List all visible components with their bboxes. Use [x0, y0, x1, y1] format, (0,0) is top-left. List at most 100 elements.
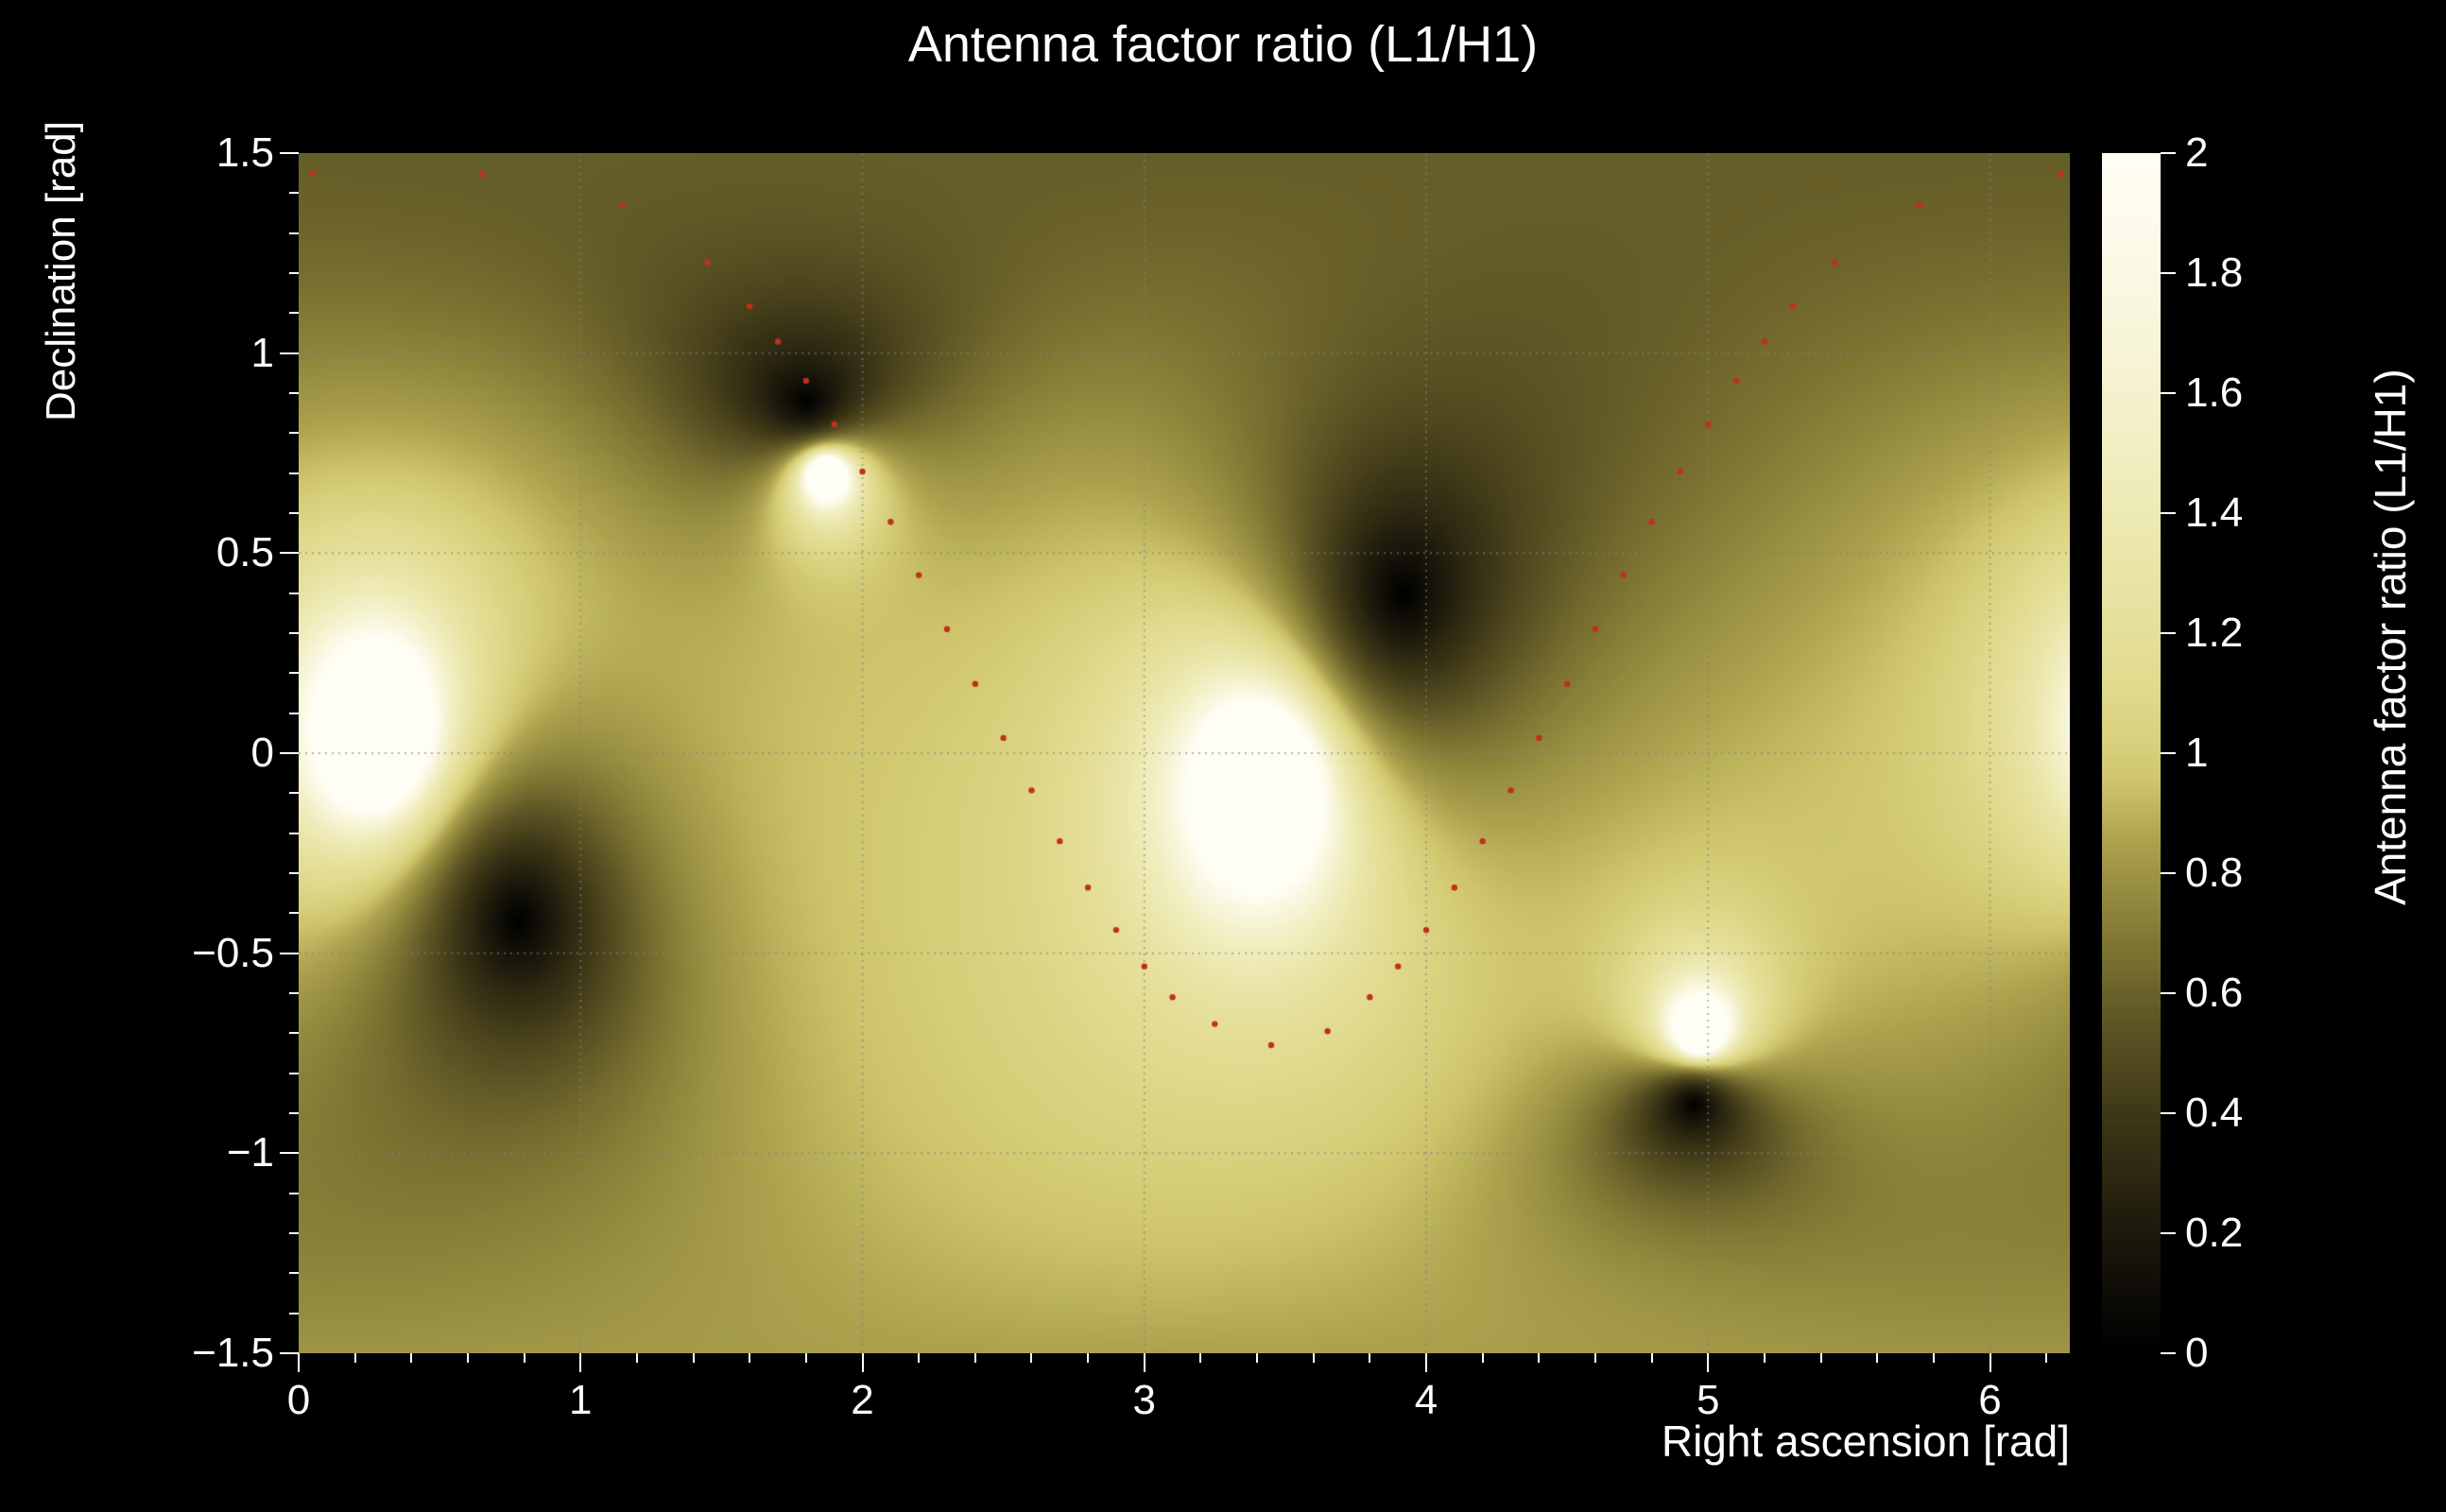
colorbar-major-tick	[2161, 272, 2176, 274]
y-minor-tick	[289, 1072, 299, 1074]
colorbar-tick-label: 0.4	[2185, 1090, 2244, 1136]
colorbar-major-tick	[2161, 152, 2176, 154]
x-minor-tick	[1538, 1353, 1541, 1363]
x-minor-tick	[410, 1353, 413, 1363]
x-minor-tick	[635, 1353, 638, 1363]
y-tick-label: 1.5	[215, 129, 274, 176]
y-major-tick	[280, 1352, 299, 1354]
y-tick-label: −0.5	[192, 929, 274, 976]
x-major-tick	[1989, 1353, 1991, 1372]
y-major-tick	[280, 352, 299, 354]
y-minor-tick	[289, 1312, 299, 1314]
colorbar-tick-label: 1.4	[2185, 490, 2244, 536]
x-tick-label: 1	[569, 1377, 593, 1423]
x-minor-tick	[1369, 1353, 1371, 1363]
y-minor-tick	[289, 792, 299, 795]
y-major-tick	[280, 952, 299, 954]
x-tick-label: 0	[286, 1377, 311, 1423]
y-minor-tick	[289, 432, 299, 435]
y-major-tick	[280, 552, 299, 555]
y-minor-tick	[289, 632, 299, 634]
colorbar-tick-label: 1.2	[2185, 610, 2244, 656]
heatmap-canvas	[299, 153, 2070, 1353]
y-tick-label: −1	[226, 1129, 274, 1177]
x-major-tick	[1425, 1353, 1428, 1372]
y-minor-tick	[289, 1272, 299, 1275]
x-minor-tick	[973, 1353, 976, 1363]
colorbar-tick-label: 0	[2185, 1330, 2209, 1376]
colorbar-tick-label: 0.2	[2185, 1210, 2244, 1256]
colorbar-tick-label: 1.6	[2185, 369, 2244, 416]
x-major-tick	[1707, 1353, 1710, 1372]
y-minor-tick	[289, 312, 299, 315]
x-tick-label: 4	[1414, 1377, 1438, 1423]
x-minor-tick	[1876, 1353, 1879, 1363]
x-minor-tick	[1819, 1353, 1822, 1363]
y-tick-label: −1.5	[192, 1330, 274, 1376]
x-minor-tick	[1087, 1353, 1090, 1363]
x-minor-tick	[1256, 1353, 1259, 1363]
y-minor-tick	[289, 512, 299, 514]
y-minor-tick	[289, 1032, 299, 1035]
colorbar-tick-label: 0.8	[2185, 850, 2244, 896]
x-major-tick	[579, 1353, 582, 1372]
colorbar-major-tick	[2161, 1112, 2176, 1114]
x-tick-label: 3	[1132, 1377, 1156, 1423]
y-tick-label: 0	[250, 730, 274, 776]
colorbar-major-tick	[2161, 632, 2176, 634]
y-major-tick	[280, 1152, 299, 1155]
y-minor-tick	[289, 832, 299, 834]
y-tick-label: 0.5	[215, 529, 274, 576]
y-minor-tick	[289, 192, 299, 195]
x-minor-tick	[804, 1353, 807, 1363]
colorbar-major-tick	[2161, 512, 2176, 514]
x-minor-tick	[1650, 1353, 1653, 1363]
x-minor-tick	[1763, 1353, 1766, 1363]
x-minor-tick	[353, 1353, 356, 1363]
x-major-tick	[861, 1353, 864, 1372]
y-minor-tick	[289, 1112, 299, 1114]
y-axis-title: Declination [rad]	[38, 121, 84, 421]
colorbar-tick-label: 1.8	[2185, 249, 2244, 296]
y-minor-tick	[289, 232, 299, 234]
colorbar-tick-label: 2	[2185, 129, 2209, 176]
chart-title: Antenna factor ratio (L1/H1)	[907, 16, 1539, 73]
y-minor-tick	[289, 392, 299, 394]
x-tick-label: 6	[1978, 1377, 2002, 1423]
x-axis-title: Right ascension [rad]	[1661, 1417, 2070, 1466]
colorbar-tick-label: 0.6	[2185, 970, 2244, 1016]
x-minor-tick	[918, 1353, 921, 1363]
y-minor-tick	[289, 272, 299, 274]
colorbar-major-tick	[2161, 872, 2176, 874]
colorbar-major-tick	[2161, 392, 2176, 394]
x-minor-tick	[1199, 1353, 1202, 1363]
x-minor-tick	[1030, 1353, 1033, 1363]
y-minor-tick	[289, 592, 299, 594]
x-minor-tick	[1312, 1353, 1315, 1363]
x-major-tick	[298, 1353, 300, 1372]
colorbar-major-tick	[2161, 1232, 2176, 1234]
x-minor-tick	[2045, 1353, 2048, 1363]
colorbar-major-tick	[2161, 1352, 2176, 1354]
y-minor-tick	[289, 1232, 299, 1234]
colorbar-major-tick	[2161, 752, 2176, 754]
y-major-tick	[280, 752, 299, 754]
x-minor-tick	[1593, 1353, 1596, 1363]
y-minor-tick	[289, 912, 299, 915]
x-minor-tick	[523, 1353, 525, 1363]
colorbar-major-tick	[2161, 992, 2176, 994]
x-minor-tick	[749, 1353, 751, 1363]
x-major-tick	[1143, 1353, 1145, 1372]
x-tick-label: 2	[851, 1377, 874, 1423]
y-minor-tick	[289, 872, 299, 874]
y-minor-tick	[289, 672, 299, 675]
x-minor-tick	[1932, 1353, 1935, 1363]
y-minor-tick	[289, 992, 299, 994]
colorbar-tick-label: 1	[2185, 730, 2209, 776]
x-minor-tick	[1481, 1353, 1484, 1363]
x-minor-tick	[466, 1353, 469, 1363]
colorbar-title: Antenna factor ratio (L1/H1)	[2366, 369, 2415, 905]
x-minor-tick	[692, 1353, 695, 1363]
y-minor-tick	[289, 712, 299, 714]
